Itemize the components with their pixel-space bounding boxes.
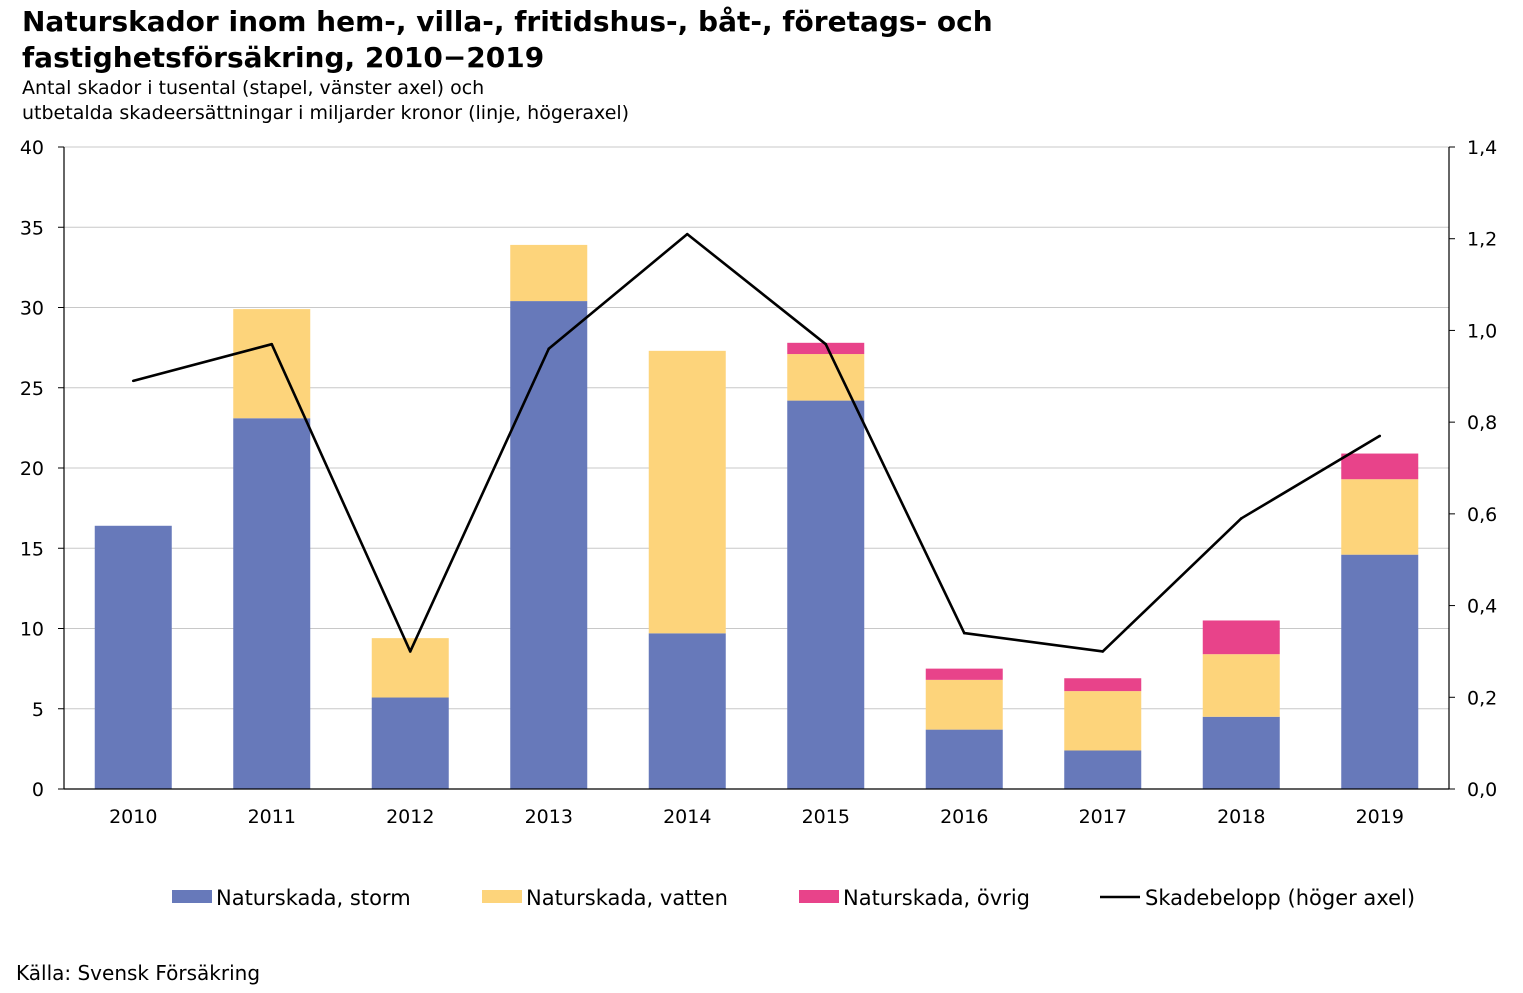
left-axis-tick-label: 0 [32, 779, 44, 801]
bar-segment [649, 633, 726, 789]
bar-segment [787, 354, 864, 401]
bar-segment [926, 680, 1003, 730]
right-axis-tick-label: 0,2 [1467, 687, 1497, 709]
bar-segment [787, 401, 864, 789]
x-axis-tick-label: 2017 [1079, 806, 1127, 828]
left-axis-tick-label: 10 [20, 619, 44, 641]
right-axis-tick-label: 1,0 [1467, 320, 1497, 342]
amount-line-point [1240, 517, 1243, 520]
right-axis-tick-label: 0,0 [1467, 779, 1497, 801]
left-axis-tick-label: 35 [20, 217, 44, 239]
bar-segment [1341, 555, 1418, 789]
bar-segment [1064, 750, 1141, 789]
right-axis-tick-label: 0,8 [1467, 412, 1497, 434]
bar-segment [95, 526, 172, 789]
bar-segment [1203, 654, 1280, 717]
amount-line-point [1378, 435, 1381, 438]
x-axis-tick-label: 2015 [802, 806, 850, 828]
amount-line-point [963, 632, 966, 635]
bar-segment [1341, 454, 1418, 480]
legend-swatch [482, 890, 522, 903]
bar-segment [1341, 479, 1418, 554]
source-note: Källa: Svensk Försäkring [16, 961, 260, 985]
bar-segment [372, 698, 449, 789]
x-axis-tick-label: 2014 [663, 806, 711, 828]
legend-label: Naturskada, övrig [843, 886, 1030, 910]
bar-segment [1064, 678, 1141, 691]
right-axis-tick-label: 0,6 [1467, 504, 1497, 526]
left-axis-tick-label: 5 [32, 699, 44, 721]
legend-label: Skadebelopp (höger axel) [1145, 886, 1415, 910]
left-axis-tick-label: 40 [20, 137, 44, 159]
x-axis-tick-label: 2019 [1356, 806, 1404, 828]
bar-segment [926, 730, 1003, 789]
legend-swatch [172, 890, 212, 903]
left-axis-tick-label: 15 [20, 538, 44, 560]
bar-segment [649, 351, 726, 633]
legend-label: Naturskada, storm [216, 886, 411, 910]
legend-swatch [799, 890, 839, 903]
amount-line-point [270, 343, 273, 346]
x-axis-tick-label: 2010 [109, 806, 157, 828]
bar-segment [926, 669, 1003, 680]
bar-segment [1203, 717, 1280, 789]
legend: Naturskada, storm Naturskada, vatten Natur… [172, 886, 1415, 910]
x-axis-tick-label: 2011 [248, 806, 296, 828]
amount-line-point [132, 380, 135, 383]
amount-line-point [686, 233, 689, 236]
right-axis-tick-label: 0,4 [1467, 596, 1497, 618]
amount-line-point [1101, 650, 1104, 653]
bar-segment [233, 418, 310, 789]
x-axis-tick-label: 2012 [386, 806, 434, 828]
left-axis-tick-label: 20 [20, 458, 44, 480]
amount-line-point [547, 347, 550, 350]
bar-segment [1203, 620, 1280, 654]
bar-segment [372, 638, 449, 697]
amount-line-point [409, 650, 412, 653]
left-axis-tick-label: 25 [20, 378, 44, 400]
amount-line-point [824, 343, 827, 346]
x-axis-tick-label: 2018 [1217, 806, 1265, 828]
right-axis-tick-label: 1,4 [1467, 137, 1497, 159]
x-axis-tick-label: 2013 [525, 806, 573, 828]
chart-canvas: 0 5 10 15 20 25 30 35 40 0,0 0,2 0,4 0,6 0,8 1,0 1,2 1,4… [0, 0, 1523, 993]
bars [95, 245, 1419, 789]
amount-line-path [133, 234, 1380, 651]
bar-segment [1064, 691, 1141, 750]
left-axis-tick-label: 30 [20, 298, 44, 320]
x-axis-tick-label: 2016 [940, 806, 988, 828]
legend-label: Naturskada, vatten [526, 886, 728, 910]
bar-segment [510, 301, 587, 789]
bar-segment [510, 245, 587, 301]
amount-line [132, 233, 1381, 653]
right-axis-tick-label: 1,2 [1467, 229, 1497, 251]
